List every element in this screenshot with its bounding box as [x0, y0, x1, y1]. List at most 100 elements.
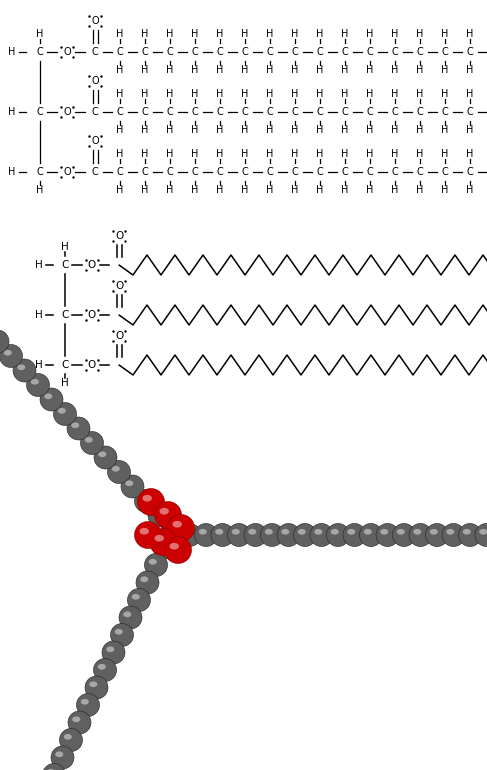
Text: H: H: [317, 125, 324, 135]
Text: C: C: [142, 167, 149, 177]
Text: C: C: [341, 167, 348, 177]
Text: H: H: [242, 125, 249, 135]
Text: H: H: [392, 29, 399, 39]
Ellipse shape: [150, 528, 176, 555]
Text: H: H: [8, 47, 16, 57]
Text: H: H: [366, 149, 374, 159]
Text: H: H: [191, 185, 199, 195]
Text: H: H: [242, 89, 249, 99]
Text: H: H: [392, 185, 399, 195]
Ellipse shape: [31, 379, 39, 385]
Ellipse shape: [72, 716, 80, 722]
Text: C: C: [416, 167, 423, 177]
Ellipse shape: [55, 752, 63, 757]
Ellipse shape: [17, 364, 25, 370]
Ellipse shape: [261, 524, 283, 547]
Text: H: H: [416, 65, 424, 75]
Ellipse shape: [442, 524, 465, 547]
Ellipse shape: [42, 764, 65, 770]
Ellipse shape: [314, 529, 322, 534]
Ellipse shape: [89, 681, 97, 687]
Text: C: C: [467, 47, 473, 57]
Ellipse shape: [54, 403, 76, 426]
Ellipse shape: [475, 524, 487, 547]
Text: O: O: [88, 260, 96, 270]
Text: C: C: [442, 107, 449, 117]
Text: C: C: [467, 107, 473, 117]
Text: C: C: [292, 107, 299, 117]
Ellipse shape: [359, 524, 382, 547]
Text: H: H: [416, 29, 424, 39]
Ellipse shape: [169, 543, 179, 550]
Text: C: C: [37, 107, 43, 117]
Ellipse shape: [102, 641, 125, 664]
Text: H: H: [141, 29, 149, 39]
Ellipse shape: [47, 769, 55, 770]
Text: H: H: [8, 107, 16, 117]
Text: H: H: [242, 29, 249, 39]
Text: H: H: [167, 29, 174, 39]
Ellipse shape: [162, 518, 185, 541]
Text: C: C: [266, 47, 273, 57]
Text: C: C: [37, 47, 43, 57]
Ellipse shape: [145, 554, 168, 577]
Ellipse shape: [85, 676, 108, 699]
Ellipse shape: [194, 524, 218, 547]
Text: C: C: [116, 47, 123, 57]
Ellipse shape: [244, 524, 267, 547]
Text: H: H: [116, 149, 124, 159]
Ellipse shape: [98, 451, 106, 457]
Ellipse shape: [281, 529, 289, 534]
Text: H: H: [167, 185, 174, 195]
Ellipse shape: [59, 728, 82, 752]
Text: H: H: [467, 149, 474, 159]
Ellipse shape: [364, 529, 372, 534]
Text: C: C: [317, 107, 323, 117]
Text: H: H: [61, 242, 69, 252]
Text: C: C: [341, 47, 348, 57]
Text: O: O: [115, 231, 123, 241]
Text: H: H: [416, 149, 424, 159]
Ellipse shape: [393, 524, 415, 547]
Text: H: H: [291, 65, 299, 75]
Text: H: H: [441, 185, 449, 195]
Text: H: H: [167, 149, 174, 159]
Ellipse shape: [265, 529, 273, 534]
Ellipse shape: [298, 529, 306, 534]
Text: H: H: [266, 125, 274, 135]
Ellipse shape: [40, 388, 63, 411]
Ellipse shape: [153, 536, 176, 559]
Text: C: C: [442, 47, 449, 57]
Ellipse shape: [162, 524, 185, 547]
Text: C: C: [167, 107, 173, 117]
Text: H: H: [392, 65, 399, 75]
Text: H: H: [116, 89, 124, 99]
Text: O: O: [88, 360, 96, 370]
Text: C: C: [292, 47, 299, 57]
Text: C: C: [92, 47, 98, 57]
Text: C: C: [217, 47, 224, 57]
Text: H: H: [317, 65, 324, 75]
Text: C: C: [217, 167, 224, 177]
Text: H: H: [167, 89, 174, 99]
Text: H: H: [341, 65, 349, 75]
Text: O: O: [115, 331, 123, 341]
Text: C: C: [467, 167, 473, 177]
Text: C: C: [37, 167, 43, 177]
Ellipse shape: [168, 514, 194, 541]
Ellipse shape: [140, 577, 149, 582]
Text: C: C: [116, 107, 123, 117]
Text: C: C: [367, 47, 374, 57]
Text: H: H: [416, 185, 424, 195]
Ellipse shape: [51, 746, 74, 769]
Ellipse shape: [128, 588, 150, 611]
Text: C: C: [191, 107, 198, 117]
Text: H: H: [441, 65, 449, 75]
Text: H: H: [341, 89, 349, 99]
Text: H: H: [216, 65, 224, 75]
Text: O: O: [88, 310, 96, 320]
Text: H: H: [317, 89, 324, 99]
Text: H: H: [366, 65, 374, 75]
Ellipse shape: [157, 541, 165, 547]
Text: H: H: [216, 29, 224, 39]
